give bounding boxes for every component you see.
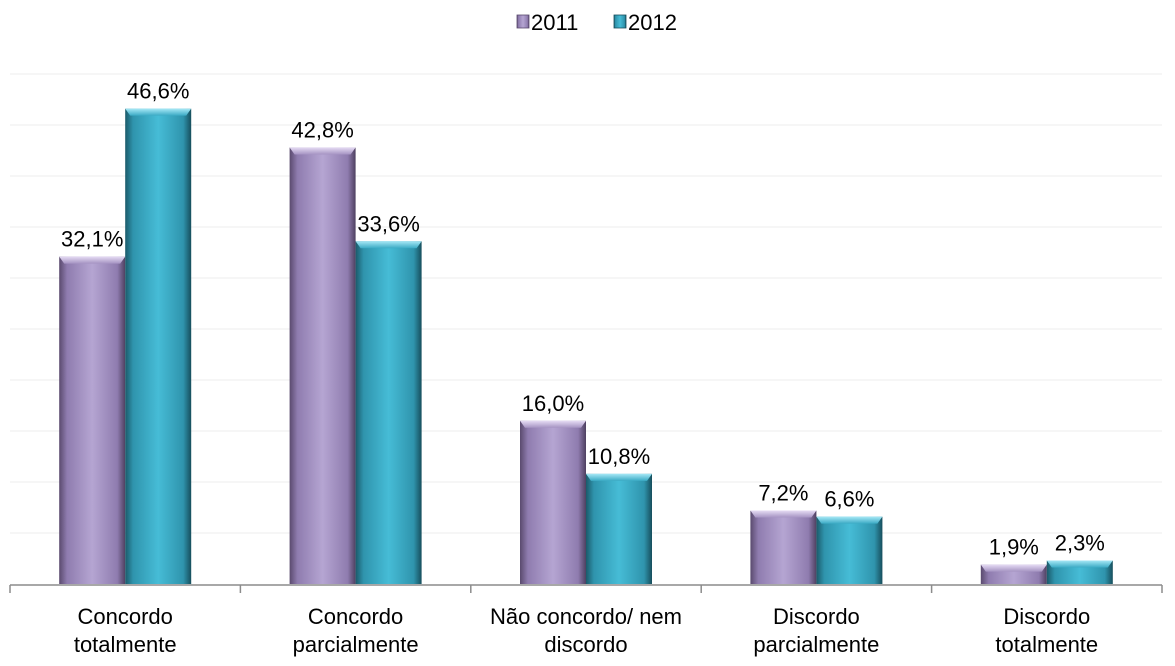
bar-body — [586, 473, 652, 584]
bar-body — [125, 108, 192, 585]
bar-cap — [520, 420, 586, 428]
legend-label: 2011 — [531, 10, 578, 35]
x-tick-label-line: Discordo — [1003, 604, 1090, 629]
bar-cap — [816, 516, 883, 524]
bar-cap — [125, 108, 192, 116]
bar-2012-2 — [355, 241, 422, 584]
data-label: 32,1% — [61, 227, 123, 252]
x-tick-label: Concordo parcialmente — [293, 604, 419, 657]
legend: 2011 2012 — [516, 10, 677, 35]
bar-2011-2 — [289, 147, 356, 584]
data-label: 1,9% — [989, 535, 1039, 560]
bar-body — [520, 420, 586, 584]
data-label: 46,6% — [127, 79, 189, 104]
x-tick-label-line: totalmente — [74, 632, 177, 657]
bar-body — [355, 241, 422, 584]
bar-2011-5 — [980, 564, 1047, 584]
bar-cap — [355, 241, 422, 249]
data-label: 16,0% — [522, 391, 584, 416]
bar-body — [59, 256, 126, 584]
legend-item-2011: 2011 — [516, 10, 578, 35]
bar-2011-4 — [750, 510, 817, 584]
legend-label: 2012 — [628, 10, 677, 35]
bar-body — [750, 510, 817, 584]
bars — [59, 108, 1113, 585]
data-label: 7,2% — [758, 481, 808, 506]
x-tick-label: Concordo totalmente — [74, 604, 177, 657]
x-tick-label: Não concordo/ nem discordo — [490, 604, 682, 657]
x-tick-label-line: Concordo — [78, 604, 173, 629]
bar-2012-1 — [125, 108, 192, 585]
x-tick-label-line: discordo — [544, 632, 627, 657]
data-label: 6,6% — [824, 487, 874, 512]
bar-2012-3 — [586, 473, 652, 584]
bar-cap — [1046, 560, 1113, 568]
data-labels: 32,1% 42,8% 16,0% 7,2% 1,9% 46,6% 33,6% 10,8% 6,… — [61, 79, 1105, 560]
gridlines — [10, 73, 1162, 534]
bar-2012-4 — [816, 516, 883, 584]
data-label: 42,8% — [291, 117, 353, 142]
x-tick-label-line: parcialmente — [293, 632, 419, 657]
bar-cap — [586, 473, 652, 481]
bar-cap — [289, 147, 356, 155]
x-axis: Concordo totalmente Concordo parcialmente Nã… — [9, 584, 1163, 657]
bar-body — [289, 147, 356, 584]
x-tick-label-line: Concordo — [308, 604, 403, 629]
bar-body — [816, 516, 883, 584]
bar-2011-1 — [59, 256, 126, 584]
legend-swatch — [516, 14, 530, 29]
bar-2012-5 — [1046, 560, 1113, 584]
legend-item-2012: 2012 — [613, 10, 677, 35]
bar-cap — [750, 510, 817, 518]
bar-2011-3 — [520, 420, 586, 584]
bar-cap — [59, 256, 126, 264]
x-tick-label-line: Não concordo/ nem — [490, 604, 682, 629]
x-tick-label-line: parcialmente — [753, 632, 879, 657]
data-label: 2,3% — [1055, 531, 1105, 556]
bar-cap — [980, 564, 1047, 572]
data-label: 10,8% — [588, 444, 650, 469]
x-tick-label: Discordo parcialmente — [753, 604, 879, 657]
x-tick-label: Discordo totalmente — [995, 604, 1098, 657]
data-label: 33,6% — [357, 211, 419, 236]
legend-swatch — [613, 14, 627, 29]
x-tick-label-line: totalmente — [995, 632, 1098, 657]
x-tick-label-line: Discordo — [773, 604, 860, 629]
